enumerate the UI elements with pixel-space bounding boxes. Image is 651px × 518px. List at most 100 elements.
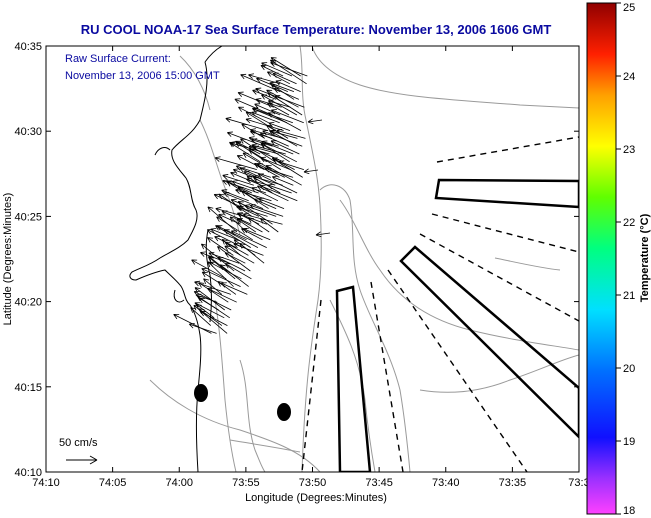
x-tick-label: 74:00 [165, 477, 193, 489]
current-vector [270, 57, 301, 77]
coastline [129, 46, 223, 472]
current-vector [246, 175, 273, 194]
x-tick-label: 73:55 [232, 477, 260, 489]
current-vector [253, 176, 281, 194]
x-tick-label: 73:35 [499, 477, 527, 489]
current-vector [267, 112, 302, 131]
current-vector [224, 245, 255, 264]
current-vector [201, 267, 241, 287]
current-vector [258, 197, 285, 209]
x-tick-label: 73:40 [432, 477, 460, 489]
current-vector [218, 193, 253, 217]
current-vector [214, 156, 257, 170]
current-vector [273, 87, 300, 100]
current-vector [217, 246, 251, 272]
colorbar: 25 24 23 22 21 20 19 18 Temperature (°C) [586, 2, 651, 517]
surface-current-vectors [173, 57, 331, 334]
colorbar-gradient [586, 2, 617, 515]
current-vector [193, 291, 232, 311]
current-vector [266, 102, 290, 116]
current-vector [233, 242, 264, 256]
current-vector [245, 117, 284, 131]
current-note-line1: Raw Surface Current: [65, 53, 171, 65]
scale-arrow [66, 455, 98, 465]
colorbar-ticks: 25 24 23 22 21 20 19 18 [616, 2, 635, 517]
current-vector [215, 207, 245, 217]
current-vector [229, 141, 261, 163]
current-vector [273, 158, 303, 178]
current-vector [220, 282, 248, 295]
x-axis-ticks: 74:10 74:05 74:00 73:55 73:50 73:45 73:40 73:35… [32, 46, 590, 489]
current-vector [224, 263, 252, 280]
y-tick-label: 40:25 [14, 211, 42, 223]
current-vector [207, 237, 234, 256]
colorbar-tick-label: 25 [623, 2, 635, 14]
current-vector [217, 281, 237, 295]
colorbar-tick-label: 21 [623, 290, 635, 302]
current-vector [200, 251, 230, 264]
current-vector [232, 168, 255, 178]
current-vector [234, 98, 273, 116]
scale-label: 50 cm/s [59, 437, 98, 449]
current-vector [257, 173, 298, 194]
current-vector [198, 282, 229, 303]
colorbar-tick-label: 20 [623, 363, 635, 375]
x-tick-label: 74:05 [99, 477, 127, 489]
current-vector [266, 124, 289, 139]
current-vector [260, 143, 298, 163]
current-vector [239, 242, 265, 264]
current-vector [251, 187, 279, 202]
current-vector [188, 322, 217, 334]
map-panel: Raw Surface Current: November 13, 2006 1… [14, 41, 589, 489]
current-vector [272, 72, 297, 85]
current-vector [221, 210, 252, 225]
current-vector [270, 140, 300, 155]
current-vector [271, 175, 294, 186]
y-tick-label: 40:20 [14, 297, 42, 309]
current-vector [193, 304, 228, 334]
y-axis-label: Latitude (Degrees:Minutes) [2, 193, 14, 326]
current-vector [207, 287, 237, 303]
current-vector [231, 180, 267, 194]
current-vector [271, 109, 304, 124]
current-vector [260, 218, 279, 233]
y-tick-label: 40:15 [14, 382, 42, 394]
current-vector [235, 164, 271, 178]
current-vector [267, 92, 303, 116]
current-vector [251, 111, 280, 124]
current-vector [262, 129, 303, 147]
current-vector [269, 59, 307, 85]
outlined-zones [335, 178, 579, 472]
x-tick-label: 74:10 [32, 477, 60, 489]
current-vector [315, 231, 331, 238]
current-vector [260, 156, 291, 170]
current-vector [261, 62, 293, 77]
current-vector [242, 227, 271, 241]
current-vector [207, 261, 234, 287]
current-vector [276, 128, 306, 139]
current-vector [207, 206, 238, 233]
current-vector [197, 295, 230, 319]
current-vector [236, 218, 263, 233]
current-vector [268, 121, 291, 131]
current-vector [203, 278, 223, 295]
current-vector [230, 230, 267, 248]
y-tick-label: 40:35 [14, 41, 42, 53]
buoy-marker [194, 384, 208, 402]
x-tick-label: 73:45 [365, 477, 393, 489]
current-vector [251, 143, 286, 155]
colorbar-tick-label: 24 [623, 71, 635, 83]
current-vector [248, 217, 270, 233]
current-note-line2: November 13, 2006 15:00 GMT [65, 70, 220, 82]
current-vector [265, 165, 302, 186]
buoy-marker [277, 403, 291, 421]
y-tick-label: 40:10 [14, 467, 42, 479]
current-vector [261, 94, 298, 116]
current-vector [259, 184, 298, 202]
current-vector [230, 171, 262, 186]
current-vector [223, 229, 259, 248]
current-vector [235, 188, 272, 202]
y-tick-label: 40:30 [14, 126, 42, 138]
current-vector [238, 106, 269, 124]
